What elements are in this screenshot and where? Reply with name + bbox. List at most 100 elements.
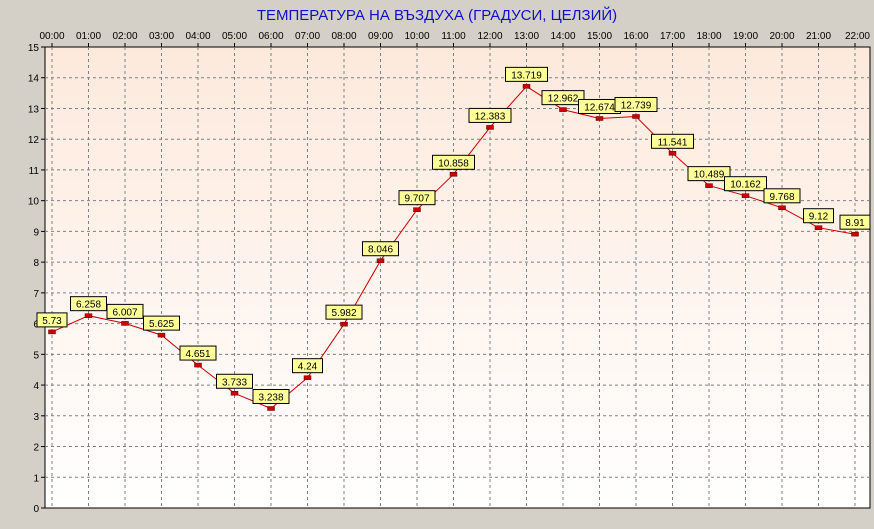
data-label: 3.733 <box>222 377 247 388</box>
data-point <box>559 107 567 112</box>
x-tick-label: 14:00 <box>550 31 575 42</box>
data-label-box <box>541 90 585 106</box>
x-tick-label: 01:00 <box>76 31 101 42</box>
data-label-box <box>362 241 399 257</box>
x-tick-label: 17:00 <box>660 31 685 42</box>
data-label-box <box>763 188 801 204</box>
x-tick-label: 06:00 <box>258 31 283 42</box>
x-tick-label: 18:00 <box>696 31 721 42</box>
y-tick-label: 1 <box>33 473 39 484</box>
data-point <box>376 258 385 263</box>
x-tick-label: 07:00 <box>295 31 320 42</box>
data-label: 10.858 <box>438 158 469 169</box>
data-label-box <box>398 190 436 206</box>
series-markers <box>48 84 859 411</box>
data-label: 12.739 <box>621 100 652 111</box>
data-label-box <box>839 214 871 230</box>
data-label-box <box>36 312 68 328</box>
x-tick-label: 21:00 <box>806 31 831 42</box>
data-labels: 5.73 6.258 6.007 5.625 4.651 3.733 3.238 4.24 5.… <box>36 66 871 404</box>
data-label: 5.982 <box>331 308 356 319</box>
data-label: 5.625 <box>149 319 174 330</box>
x-tick-label: 12:00 <box>477 31 502 42</box>
data-label: 6.007 <box>112 307 137 318</box>
data-point <box>814 225 823 230</box>
data-point <box>340 321 348 327</box>
data-label: 6.258 <box>76 300 101 311</box>
data-label-box <box>252 388 290 404</box>
x-axis-ticks: 00:00 01:00 02:00 03:00 04:00 05:00 06:00 07:00… <box>39 31 870 47</box>
data-point <box>778 205 786 211</box>
data-point <box>84 313 93 318</box>
data-label-box <box>505 66 548 82</box>
data-label-box <box>70 296 107 312</box>
x-tick-label: 03:00 <box>149 31 174 42</box>
y-tick-label: 9 <box>33 227 39 238</box>
x-tick-label: 13:00 <box>514 31 539 42</box>
y-tick-label: 6 <box>33 320 39 331</box>
data-label: 9.707 <box>404 194 429 205</box>
data-label-box <box>651 133 694 149</box>
data-label-box <box>468 107 512 123</box>
data-point <box>668 151 677 156</box>
x-tick-label: 04:00 <box>185 31 210 42</box>
data-point <box>522 84 531 89</box>
x-tick-label: 11:00 <box>441 31 466 42</box>
x-tick-label: 20:00 <box>769 31 794 42</box>
x-tick-label: 10:00 <box>404 31 429 42</box>
data-label: 12.383 <box>475 111 506 122</box>
data-point <box>121 321 129 326</box>
data-label-box <box>687 166 731 182</box>
data-point <box>449 172 458 177</box>
y-tick-label: 15 <box>28 43 40 54</box>
data-label-box <box>216 373 253 389</box>
data-label: 9.768 <box>769 192 794 203</box>
y-tick-label: 13 <box>28 104 40 115</box>
x-tick-label: 00:00 <box>39 31 64 42</box>
data-label: 4.651 <box>185 349 210 360</box>
data-point <box>157 332 166 338</box>
plot-area <box>44 46 871 509</box>
y-tick-label: 7 <box>33 289 39 300</box>
data-label-box <box>325 304 363 320</box>
data-label: 5.73 <box>42 316 62 327</box>
x-tick-label: 16:00 <box>623 31 648 42</box>
x-tick-label: 05:00 <box>222 31 247 42</box>
y-tick-label: 11 <box>29 166 40 177</box>
data-point <box>595 116 604 121</box>
x-tick-label: 08:00 <box>331 31 356 42</box>
x-tick-label: 02:00 <box>112 31 137 42</box>
grid-lines <box>45 47 870 508</box>
y-tick-label: 14 <box>28 74 40 85</box>
data-label-box <box>803 208 834 224</box>
data-label-box <box>432 154 475 170</box>
y-tick-label: 5 <box>33 350 39 361</box>
data-point <box>705 183 713 188</box>
data-label: 8.91 <box>845 218 865 229</box>
data-point <box>303 375 312 380</box>
data-label-box <box>179 345 217 361</box>
data-point <box>230 391 239 396</box>
data-point <box>267 406 275 411</box>
y-tick-label: 12 <box>28 135 40 146</box>
data-label-box <box>724 176 767 192</box>
data-label: 11.541 <box>658 137 688 148</box>
x-tick-label: 09:00 <box>368 31 393 42</box>
chart-title: ТЕМПЕРАТУРА НА ВЪЗДУХА (ГРАДУСИ, ЦЕЛЗИЙ) <box>257 6 617 24</box>
data-point <box>413 207 421 212</box>
x-tick-label: 22:00 <box>845 31 870 42</box>
y-tick-label: 4 <box>33 381 39 392</box>
data-point <box>486 125 494 130</box>
y-tick-label: 10 <box>28 197 40 208</box>
data-label: 8.046 <box>368 245 393 256</box>
data-label-box <box>143 315 180 331</box>
data-label-box <box>106 303 144 319</box>
x-tick-label: 19:00 <box>733 31 758 42</box>
data-label-box <box>614 96 658 112</box>
y-tick-label: 8 <box>33 258 39 269</box>
data-point <box>741 193 750 198</box>
data-label: 4.24 <box>298 362 318 373</box>
